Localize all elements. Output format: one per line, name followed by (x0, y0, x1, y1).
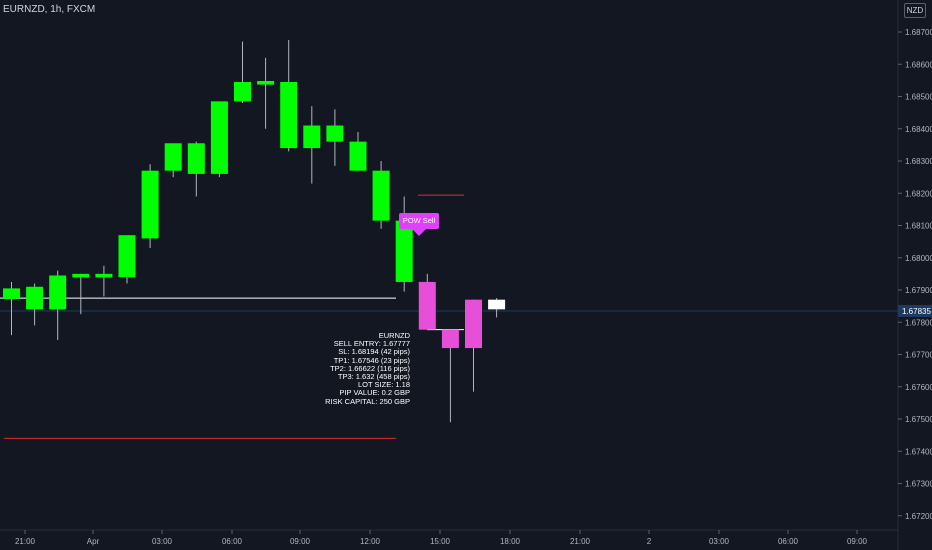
candle-body (349, 141, 367, 171)
price-tick-label: 1.68100 (905, 222, 932, 231)
candle-body (72, 273, 90, 278)
price-tick-label: 1.68400 (905, 125, 932, 134)
candle-body (326, 125, 344, 142)
price-tick-label: 1.67700 (905, 351, 932, 360)
time-tick-label: 18:00 (500, 537, 521, 546)
price-tick-label: 1.67500 (905, 415, 932, 424)
trade-info-line: TP3: 1.632 (458 pips) (337, 372, 410, 382)
current-price-label: 1.67835 (902, 307, 931, 316)
time-tick-label: 2 (647, 537, 652, 546)
candle-body (395, 220, 413, 282)
trade-info-line: EURNZD (378, 331, 410, 340)
trade-info-line: PIP VALUE: 0.2 GBP (339, 388, 410, 398)
candle-body (303, 125, 321, 149)
price-tick-label: 1.67600 (905, 383, 932, 392)
candle-body (118, 235, 136, 278)
pow-sell-signal: POW Sell (399, 213, 439, 229)
price-tick-label: 1.68000 (905, 254, 932, 263)
trade-info-line: SELL ENTRY: 1.67777 (333, 339, 410, 349)
candle-body (465, 299, 482, 349)
price-tick-label: 1.68300 (905, 157, 932, 166)
price-tick-label: 1.67400 (905, 447, 932, 456)
candle-body (95, 273, 113, 278)
candle-body (234, 81, 251, 102)
candle-body (26, 286, 44, 310)
price-tick-label: 1.67900 (905, 286, 932, 295)
time-tick-label: 21:00 (570, 537, 591, 546)
candle-body (418, 281, 436, 330)
time-tick-label: 06:00 (778, 537, 799, 546)
trade-info-line: RISK CAPITAL: 250 GBP (325, 396, 410, 406)
price-tick-label: 1.68500 (905, 93, 932, 102)
currency-badge[interactable]: NZD (904, 3, 926, 18)
time-tick-label: 09:00 (290, 537, 311, 546)
price-tick-label: 1.67800 (905, 318, 932, 327)
trade-info: EURNZD SELL ENTRY: 1.67777 SL: 1.68194 (… (300, 331, 410, 406)
trade-info-line: SL: 1.68194 (42 pips) (338, 347, 410, 357)
candle-body (210, 101, 228, 174)
time-tick-label: 06:00 (222, 537, 243, 546)
price-tick-label: 1.67200 (905, 512, 932, 521)
candle-body (187, 143, 205, 174)
time-tick-label: 03:00 (152, 537, 173, 546)
candle-body (3, 288, 20, 300)
time-tick-label: 09:00 (847, 537, 868, 546)
time-tick-label: 15:00 (430, 537, 451, 546)
trade-info-line: TP2: 1.66622 (116 pips) (330, 363, 410, 373)
candle-body (49, 275, 67, 310)
candle-body (141, 170, 159, 239)
price-tick-label: 1.68600 (905, 60, 932, 69)
candle-body (257, 80, 275, 85)
candle-body (488, 299, 506, 310)
price-tick-label: 1.67300 (905, 480, 932, 489)
time-tick-label: 12:00 (360, 537, 381, 546)
symbol-label[interactable]: EURNZD, 1h, FXCM (3, 4, 96, 15)
time-tick-label: 03:00 (709, 537, 730, 546)
trade-info-line: TP1: 1.67546 (23 pips) (333, 355, 410, 365)
candle-body (441, 329, 459, 349)
trade-info-line: LOT SIZE: 1.18 (358, 380, 410, 390)
time-tick-label: Apr (87, 537, 100, 546)
current-price-tag (898, 304, 932, 317)
candle-body (280, 81, 298, 149)
candle-body (372, 170, 390, 221)
signal-pointer-icon (412, 229, 426, 236)
time-tick-label: 21:00 (15, 537, 36, 546)
price-tick-label: 1.68700 (905, 28, 932, 37)
candle-body (164, 143, 182, 171)
price-tick-label: 1.68200 (905, 189, 932, 198)
